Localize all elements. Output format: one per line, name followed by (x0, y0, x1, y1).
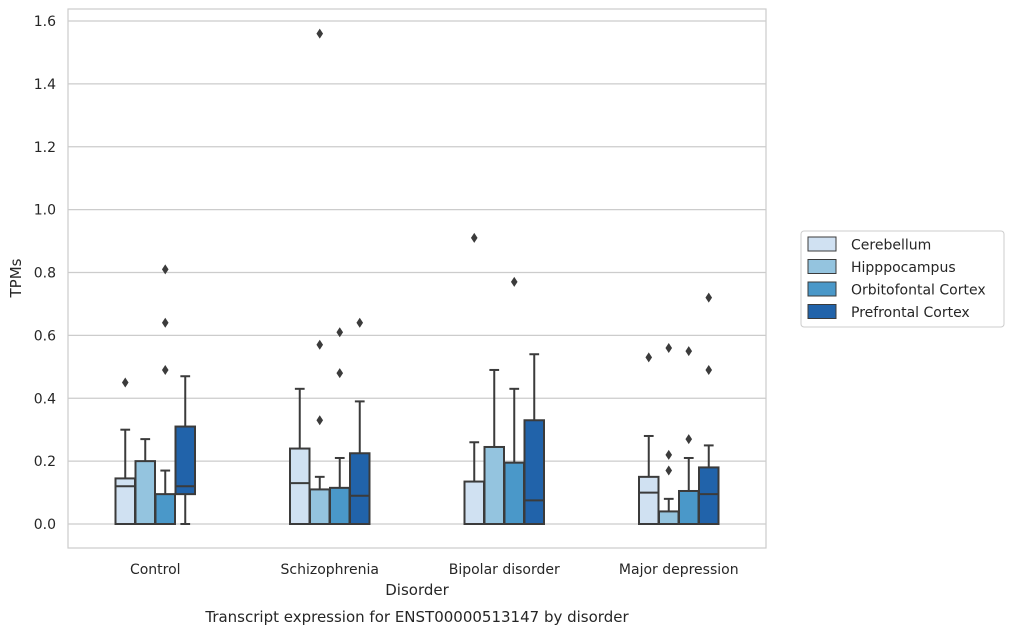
box-body (309, 488, 331, 526)
y-tick-label: 1.4 (34, 77, 56, 93)
y-tick-label: 0.2 (34, 454, 56, 470)
box-prefrontal-cortex-schizophrenia (349, 317, 371, 525)
plot-frame (67, 8, 767, 549)
box-orbitofontal-cortex-schizophrenia (329, 327, 351, 525)
outlier-point (316, 339, 324, 350)
y-axis-label: TPMs (7, 258, 25, 298)
box-body (349, 452, 371, 525)
y-tick-label: 0.4 (34, 391, 56, 407)
box-body (678, 489, 700, 526)
legend-label: Cerebellum (851, 238, 931, 254)
outlier-point (645, 352, 653, 363)
y-tick-label: 1.2 (34, 140, 56, 156)
box-orbitofontal-cortex-major-depression (678, 346, 700, 526)
outlier-point (161, 317, 169, 328)
box-orbitofontal-cortex-bipolar-disorder (503, 276, 525, 525)
box-cerebellum-control (114, 377, 136, 525)
x-axis-ticks: Control Schizophrenia Bipolar disorder Majo… (130, 562, 739, 578)
outlier-point (336, 368, 344, 379)
outlier-point (685, 346, 693, 357)
legend-swatch (807, 259, 837, 274)
box-orbitofontal-cortex-control (154, 264, 176, 525)
box-plots (114, 28, 720, 526)
chart-title: Transcript expression for ENST0000051314… (204, 608, 629, 626)
y-tick-label: 1.0 (34, 203, 56, 219)
box-body (289, 447, 311, 525)
legend-label: Prefrontal Cortex (851, 305, 970, 321)
grid-lines (68, 20, 766, 525)
box-body (523, 419, 545, 526)
box-body (114, 477, 136, 525)
outlier-point (336, 327, 344, 338)
box-body (483, 445, 505, 525)
box-body (174, 425, 196, 496)
outlier-point (316, 28, 324, 39)
outlier-point (705, 292, 713, 303)
y-tick-label: 0.6 (34, 328, 56, 344)
box-body (503, 461, 525, 525)
box-hipppocampus-control (134, 438, 156, 525)
box-body (463, 480, 485, 526)
box-hipppocampus-bipolar-disorder (483, 368, 505, 525)
outlier-point (161, 264, 169, 275)
box-prefrontal-cortex-bipolar-disorder (523, 353, 545, 526)
outlier-point (665, 449, 673, 460)
x-tick-label: Schizophrenia (281, 562, 379, 578)
box-cerebellum-bipolar-disorder (463, 232, 485, 526)
x-tick-label: Control (130, 562, 181, 578)
outlier-point (161, 364, 169, 375)
outlier-point (121, 377, 129, 388)
legend-frame (800, 230, 1005, 328)
box-body (134, 460, 156, 525)
legend-label: Orbitofontal Cortex (851, 283, 986, 299)
legend-swatch (807, 281, 837, 297)
box-body (329, 486, 351, 525)
outlier-point (316, 415, 324, 426)
outlier-point (510, 276, 518, 287)
y-tick-label: 1.6 (34, 14, 56, 30)
outlier-point (356, 317, 364, 328)
outlier-point (665, 342, 673, 353)
legend: Cerebellum Hipppocampus Orbitofontal Corte… (800, 230, 1005, 328)
box-cerebellum-schizophrenia (289, 387, 311, 525)
box-prefrontal-cortex-major-depression (698, 292, 720, 526)
box-body (154, 493, 176, 525)
y-tick-label: 0.8 (34, 266, 56, 282)
legend-swatch (807, 236, 837, 252)
box-body (658, 510, 680, 525)
legend-swatch (807, 304, 837, 319)
outlier-point (665, 465, 673, 476)
box-body (698, 466, 720, 526)
legend-label: Hipppocampus (851, 260, 956, 276)
x-tick-label: Major depression (619, 562, 739, 578)
y-tick-label: 0.0 (34, 517, 56, 533)
box-body (638, 475, 660, 525)
outlier-point (470, 232, 478, 243)
box-hipppocampus-major-depression (658, 342, 680, 525)
outlier-point (685, 434, 693, 445)
y-axis-ticks: 0.0 0.2 0.4 0.6 0.8 1.0 1.2 1.4 1.6 (34, 14, 56, 533)
box-cerebellum-major-depression (638, 352, 660, 525)
x-axis-label: Disorder (385, 581, 449, 599)
outlier-point (705, 364, 713, 375)
x-tick-label: Bipolar disorder (449, 562, 560, 578)
box-hipppocampus-schizophrenia (309, 28, 331, 526)
box-prefrontal-cortex-control (174, 375, 196, 525)
